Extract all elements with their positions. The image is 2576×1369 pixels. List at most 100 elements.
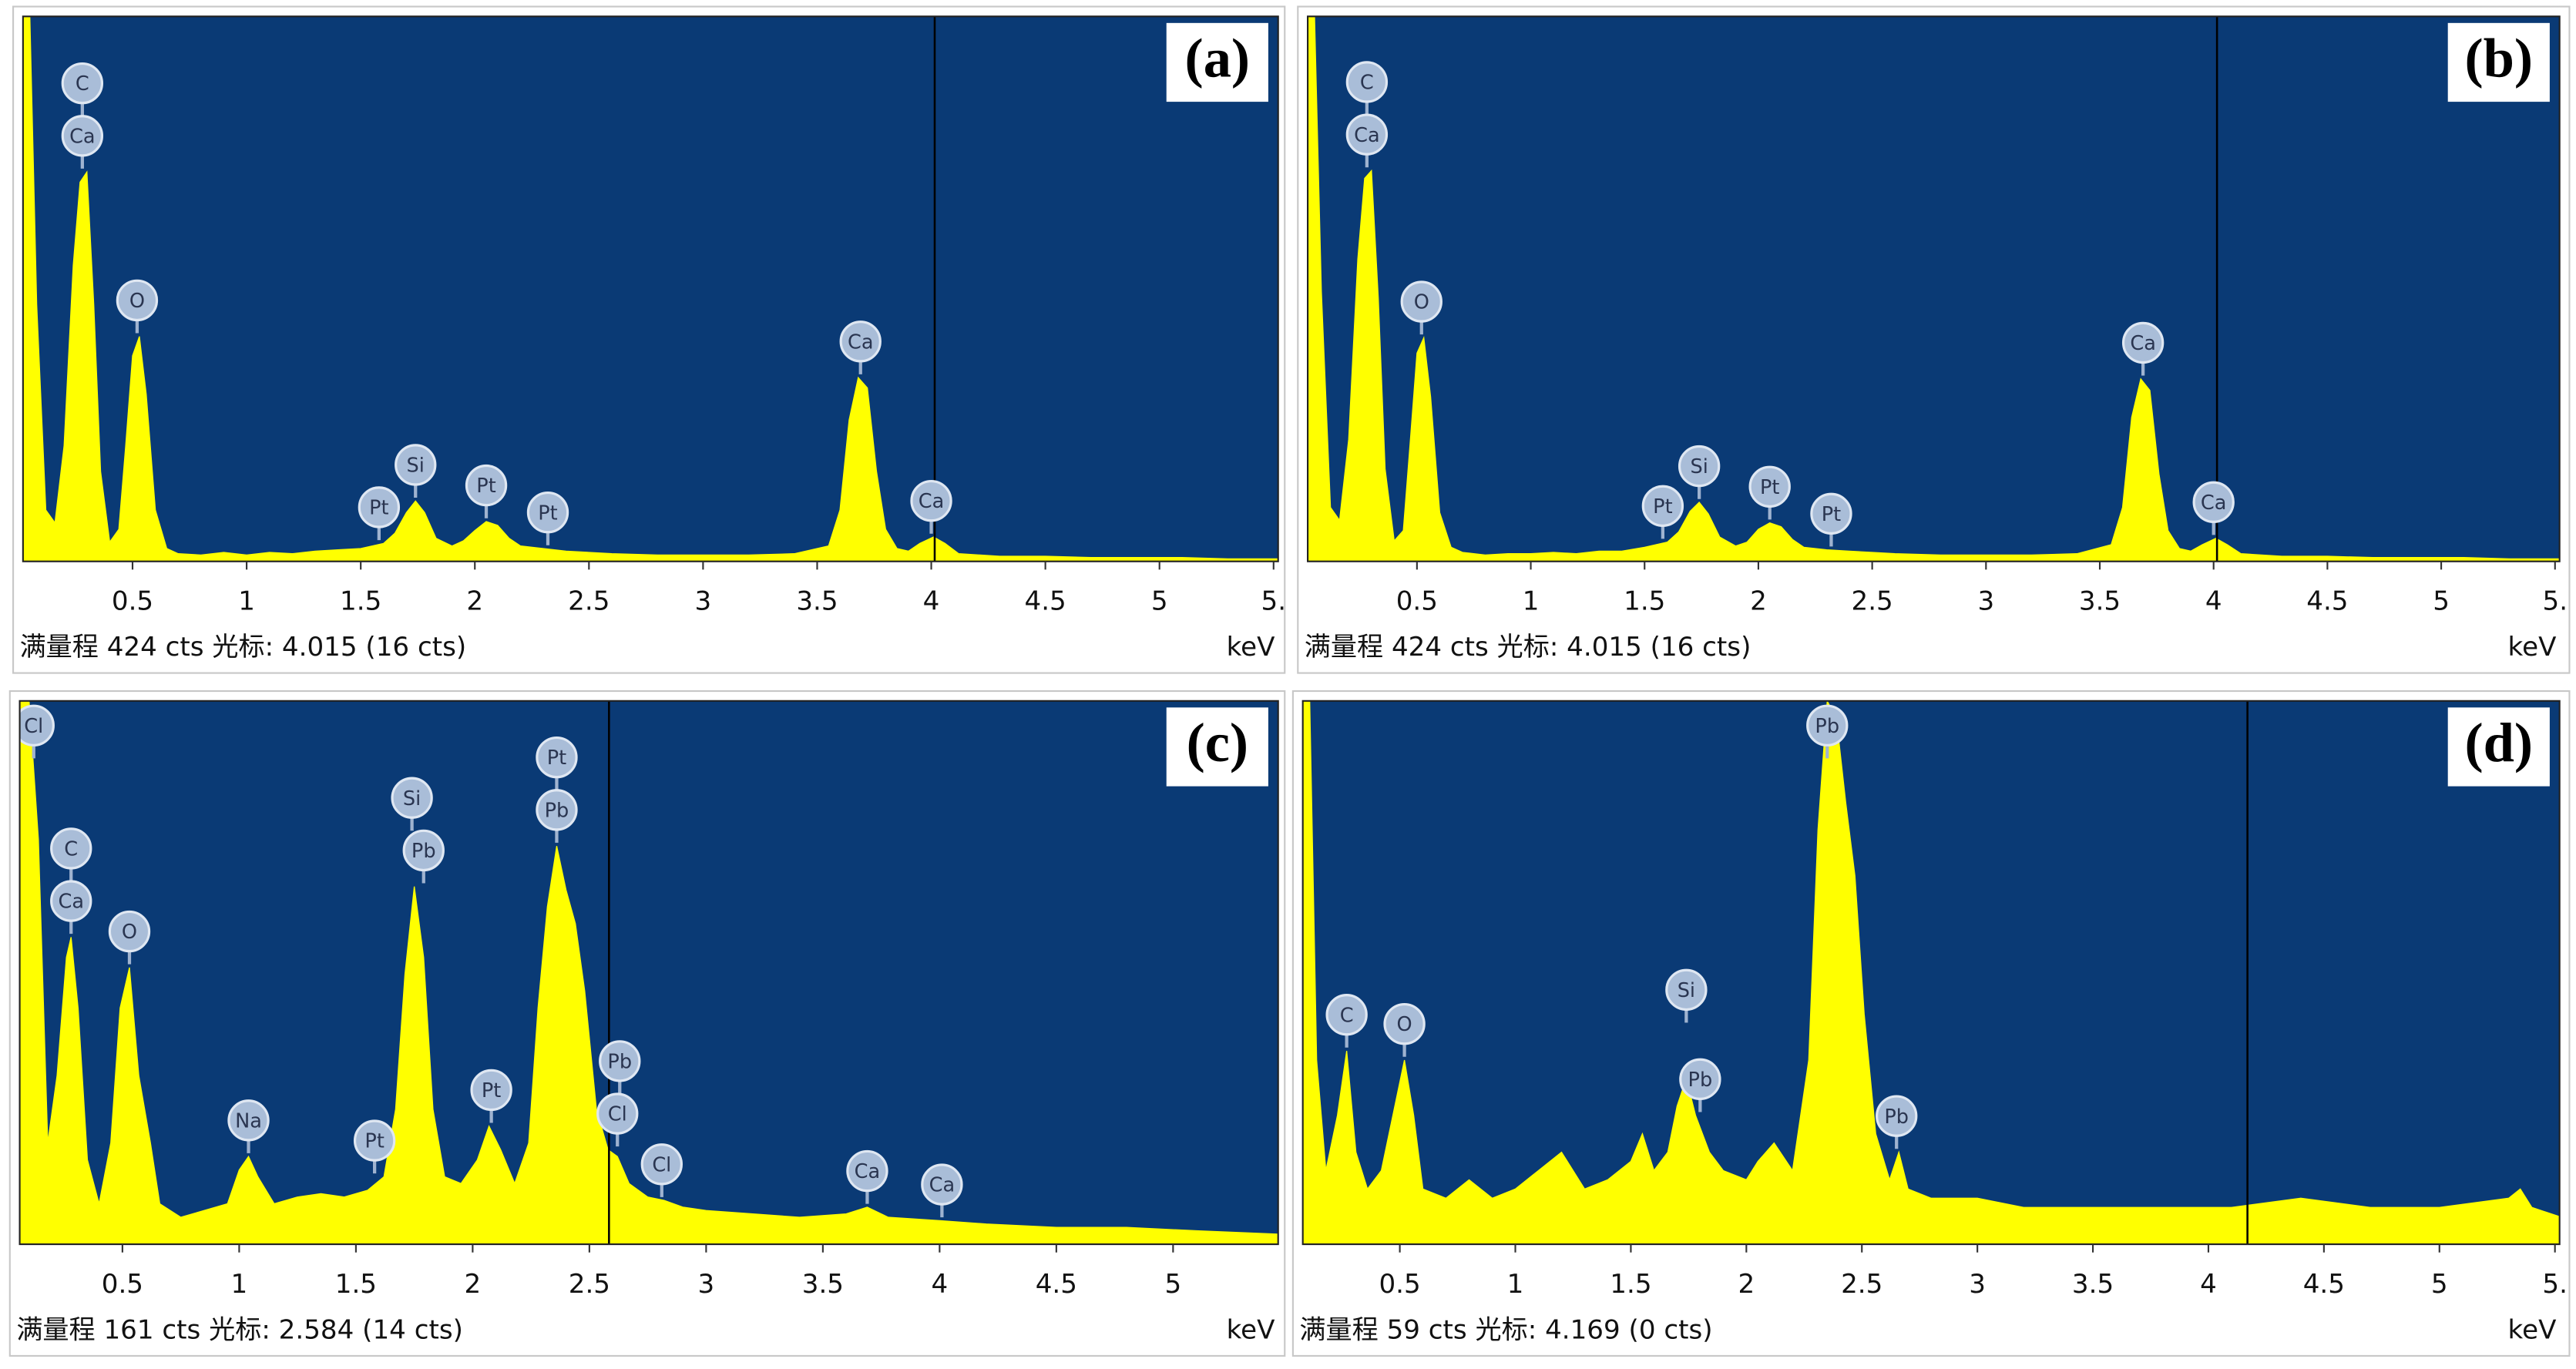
x-tick-label: 1 [231,1269,248,1300]
peak-label: Ca [2201,492,2227,515]
peak-label: Ca [929,1174,956,1197]
peak-badge [536,789,578,831]
peak-badge [108,910,151,953]
peak-badge [1383,1002,1426,1045]
peak-label: Pt [547,747,566,770]
spectrum [1302,700,2560,1245]
peak-label: Si [1690,455,1708,478]
x-tick-label: 5. [2542,1269,2568,1300]
peak-badge [1678,445,1721,488]
peak-badge [50,880,92,922]
peak-label: Ca [58,891,84,914]
peak-badge [470,1069,512,1112]
peak-badge [1641,485,1684,527]
spectrum [22,16,1278,562]
peak-badge [2192,481,2235,523]
plot-border [22,15,1279,562]
peak-badge [921,1163,963,1206]
peak-label: Si [1678,979,1695,1002]
peak-badge [1876,1095,1918,1137]
x-axis-unit: keV [1227,1315,1276,1346]
peak-badge [1325,994,1368,1036]
x-tick-label: 0.5 [102,1269,143,1300]
x-tick-label: 4.5 [1025,586,1066,616]
panel-label-box [2447,707,2550,787]
x-tick-label: 0.5 [112,586,153,616]
peak-badge [910,479,952,522]
peak-badge [353,1119,396,1162]
panel-label-box [1166,707,1268,787]
peak-badge [61,62,104,105]
peak-label: O [1397,1013,1412,1036]
x-axis-unit: keV [2508,632,2558,663]
x-tick-label: 5 [2433,586,2450,616]
x-tick-label: 4 [2205,586,2222,616]
peak-badge [599,1040,641,1082]
peak-label: Pt [482,1079,501,1102]
panel-label-box [2447,22,2550,102]
peak-badge [1748,465,1791,508]
x-tick-label: 5 [2431,1269,2448,1300]
peak-badge [227,1099,270,1142]
plot-background [1302,700,2560,1245]
peak-label: Pt [538,502,557,525]
peak-label: C [76,72,89,96]
peak-badge [391,777,433,819]
plot-area: C Ca O Pt Si Pt Pt Ca Ca [1308,16,2560,562]
peak-label: Ca [1354,124,1380,147]
peak-badge [402,829,445,872]
x-tick-label: 2.5 [568,586,610,616]
plot-background [22,16,1278,562]
x-tick-label: 2 [1750,586,1767,616]
x-tick-label: 4.5 [2306,586,2348,616]
x-tick-label: 3 [1969,1269,1986,1300]
panel-label-box [1166,22,1268,102]
peak-label: Na [235,1109,262,1132]
peak-label: Cl [652,1153,671,1176]
panel-label: (c) [1187,711,1248,773]
x-tick-label: 3.5 [802,1269,844,1300]
x-tick-label: 1.5 [335,1269,377,1300]
peak-badge [846,1149,888,1193]
peak-badge [50,827,92,870]
peak-label: Pb [1688,1069,1713,1092]
x-tick-label: 1 [238,586,255,616]
x-tick-label: 2.5 [569,1269,610,1300]
x-tick-label: 2 [466,586,483,616]
peak-badge [465,464,508,507]
peak-label: Cl [24,715,43,738]
peak-badge [1679,1058,1721,1101]
footer-status: 满量程 59 cts 光标: 4.169 (0 cts) [1299,1315,1712,1346]
peak-badge [2121,321,2165,364]
x-tick-label: 1.5 [1624,586,1665,616]
x-tick-label: 3 [698,1269,715,1300]
peak-badge [1345,113,1389,156]
spectrum [1308,16,2560,562]
peak-badge [19,704,55,747]
peak-label: Pt [1822,503,1841,526]
x-tick-label: 4 [932,1269,949,1300]
peak-badge [1665,968,1708,1012]
panel-label: (b) [2465,27,2534,89]
panel-label: (a) [1185,27,1251,89]
footer-status: 满量程 424 cts 光标: 4.015 (16 cts) [1305,632,1751,663]
x-tick-label: 5. [1261,586,1287,616]
plot-border [18,700,1279,1246]
panel: Cl C Ca O Na Pt Si Pb Pt Pt Pb Pb Cl Cl Ca Ca (c) 0.5 1 1.5… [8,690,1286,1357]
peak-label: Ca [919,490,945,513]
peak-label: Si [407,455,425,478]
x-tick-label: 5 [1151,586,1168,616]
x-axis-unit: keV [1227,632,1276,663]
peak-badge [839,320,882,363]
peak-badge [358,486,401,528]
peak-label: Pb [607,1050,632,1073]
x-tick-label: 1.5 [340,586,381,616]
peak-label: C [64,838,78,861]
peak-badge [1400,280,1442,323]
peak-label: Pb [411,840,436,863]
x-tick-label: 5 [1165,1269,1182,1300]
x-tick-label: 3.5 [796,586,838,616]
peak-label: Pb [545,799,569,822]
plot-area: C O Si Pb Pb Pb [1302,700,2560,1245]
